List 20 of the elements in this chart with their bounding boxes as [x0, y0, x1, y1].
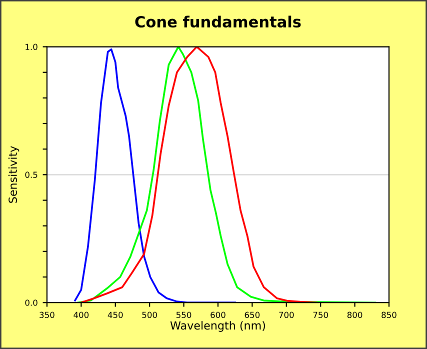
x-tick-label: 800 [347, 312, 362, 318]
x-tick-label: 650 [244, 312, 260, 318]
y-tick-label: 0.5 [25, 172, 38, 178]
y-tick-label: 1.0 [26, 44, 38, 50]
line-series [74, 48, 236, 303]
y-tick-label: 0.0 [25, 300, 38, 306]
x-tick-label: 750 [313, 312, 328, 318]
x-tick-label: 850 [382, 312, 396, 318]
line-series [80, 46, 318, 303]
y-axis-title: Sensitivity [8, 146, 20, 203]
x-axis-title: Wavelength (nm) [170, 321, 266, 332]
x-tick-label: 400 [74, 312, 89, 318]
x-tick-label: 500 [142, 312, 157, 318]
x-tick-label: 600 [210, 312, 226, 318]
x-tick-label: 350 [40, 312, 54, 318]
line-series [76, 46, 376, 303]
x-tick-label: 450 [108, 312, 123, 318]
chart-title: Cone fundamentals [135, 16, 301, 28]
x-tick-label: 550 [176, 312, 192, 318]
x-tick-label: 700 [279, 312, 294, 318]
